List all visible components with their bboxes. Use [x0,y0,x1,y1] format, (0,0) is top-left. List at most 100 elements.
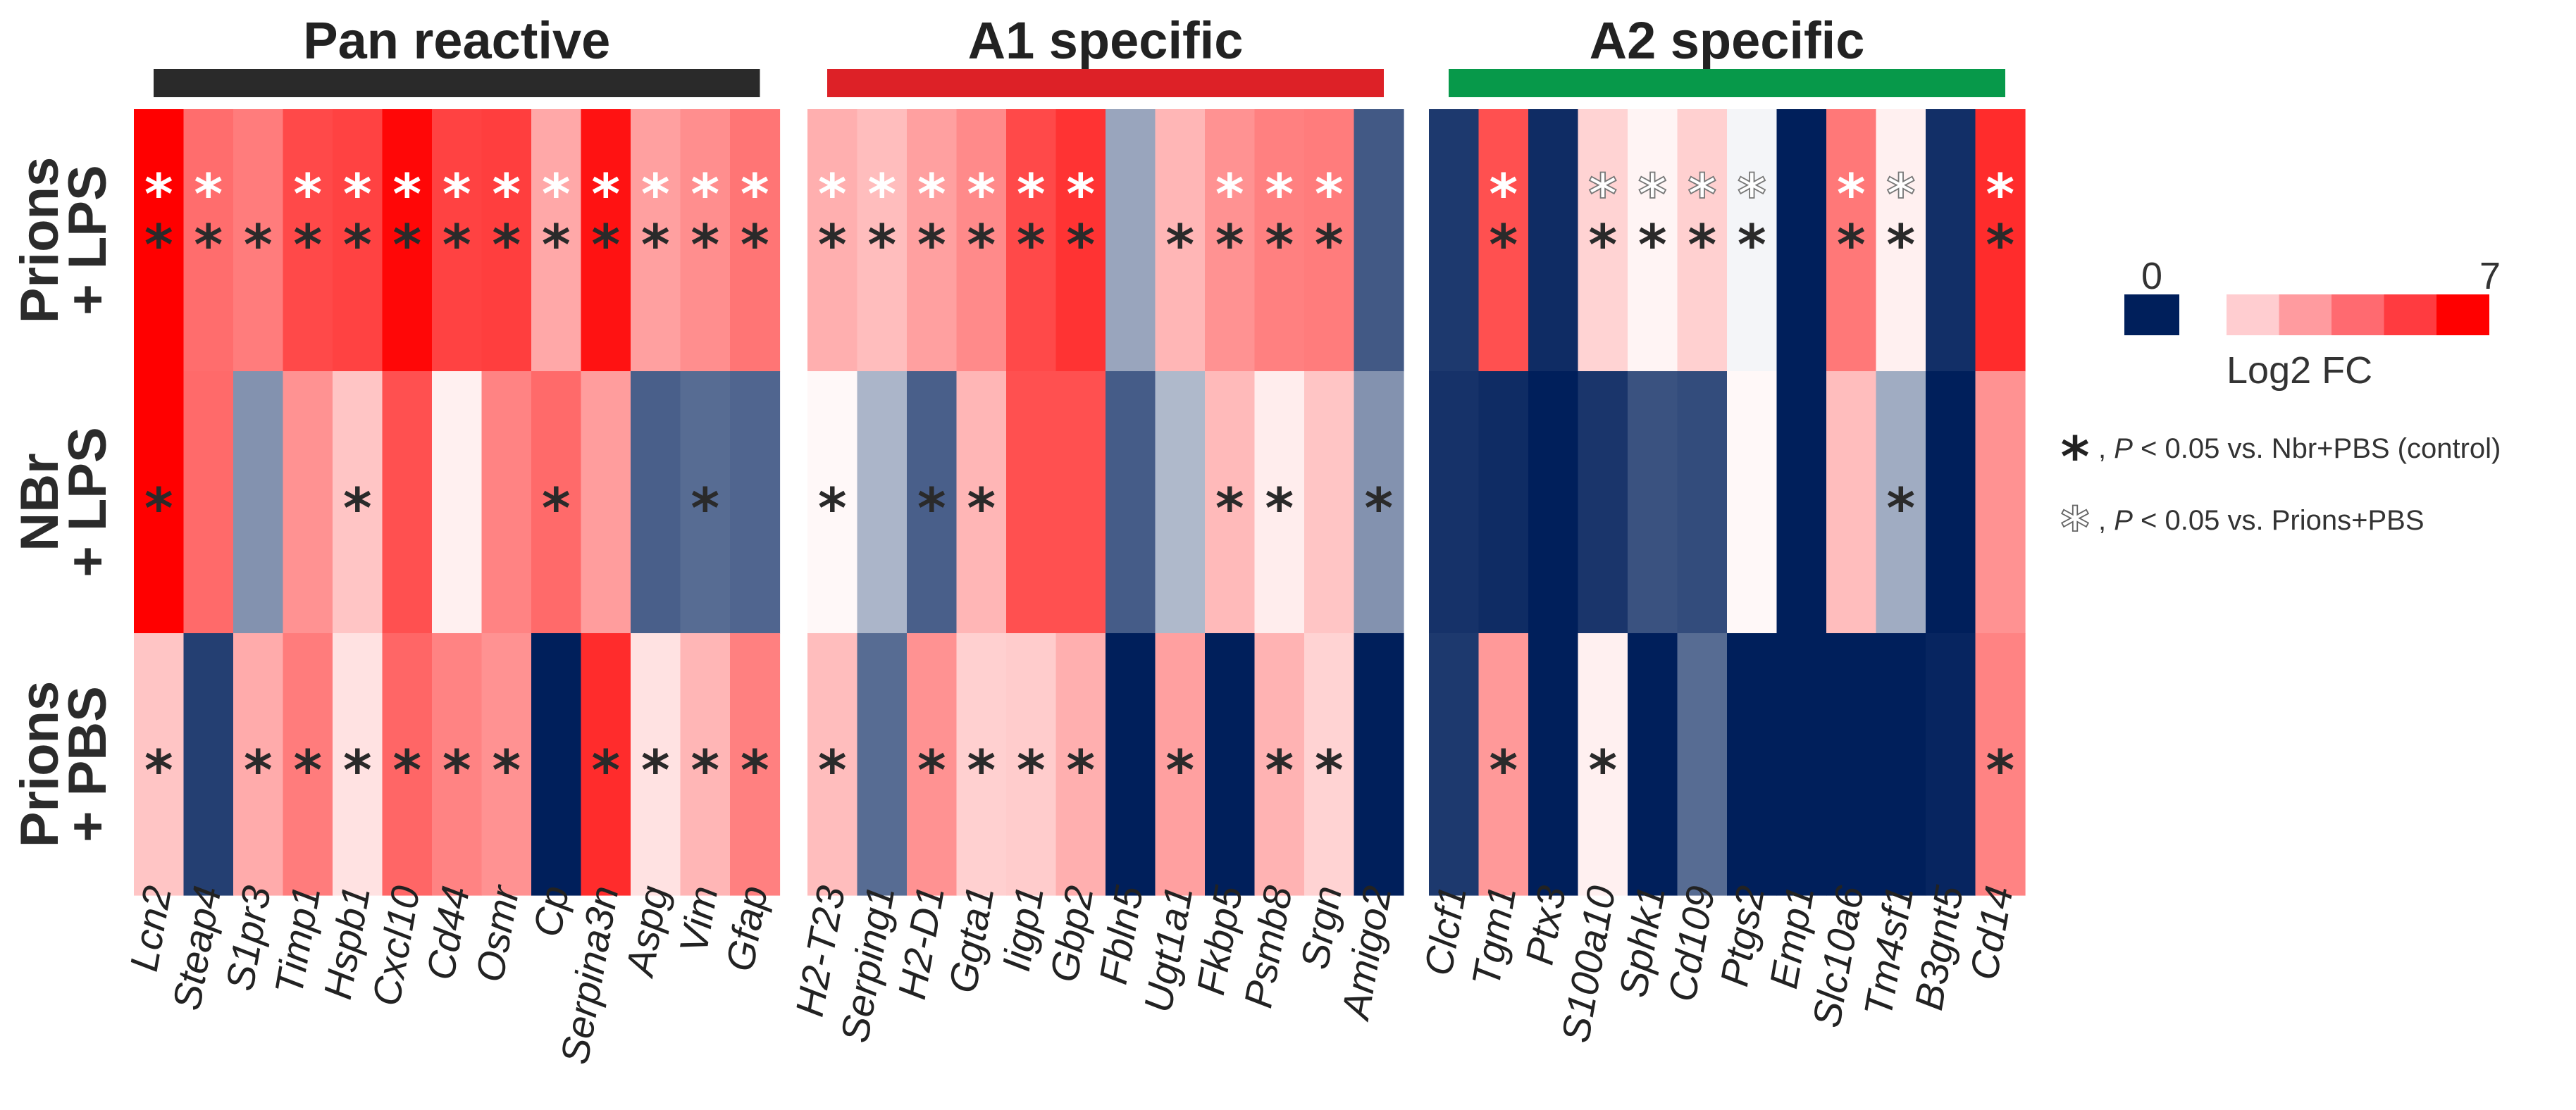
heat-cell [1528,633,1579,896]
star-vs-prions-pbs: * [492,163,521,227]
star-vs-control: * [343,214,372,278]
heat-cell [1006,371,1057,634]
star-vs-control: * [1215,478,1244,541]
star-vs-control: * [1886,214,1915,278]
heat-cell [233,633,284,896]
heat-cell [1926,371,1976,634]
heat-cell [183,109,234,372]
heat-cell [807,633,858,896]
filled-star-note: , P < 0.05 vs. Nbr+PBS (control) [2098,433,2501,464]
heat-cell [1429,109,1480,372]
group-title: Pan reactive [303,11,610,70]
heat-cell [1727,633,1778,896]
star-vs-prions-pbs: * [867,163,896,227]
heat-cell [283,633,333,896]
heat-cell [807,371,858,634]
heat-cell [531,633,582,896]
heat-cell [283,371,333,634]
group-bar [827,69,1384,97]
heat-cell [1727,109,1778,372]
heat-cell [631,109,681,372]
heat-cell [382,633,433,896]
heat-cell [1055,633,1106,896]
heat-cell [333,633,383,896]
group-title: A1 specific [968,11,1244,70]
heat-cell [1429,371,1480,634]
group-title: A2 specific [1590,11,1865,70]
group-bar [1449,69,2005,97]
star-vs-control: * [244,214,273,278]
outline-star-note: , P < 0.05 vs. Prions+PBS [2098,505,2425,536]
heat-cell [1628,109,1678,372]
heat-cell [1006,109,1057,372]
star-vs-control: * [867,214,896,278]
heat-cell [1254,633,1305,896]
heat-cell [1006,633,1057,896]
star-vs-control: * [144,478,173,541]
star-vs-control: * [392,740,421,803]
heat-cell [907,633,958,896]
heat-cell [1254,371,1305,634]
star-vs-prions-pbs: * [442,163,471,227]
heat-cell [1155,371,1206,634]
heat-cell [581,109,631,372]
heat-cell [432,109,483,372]
star-vs-control: * [917,214,946,278]
heat-cell [1205,109,1256,372]
heat-cell [730,633,781,896]
row-label-line1: Prions [10,681,70,848]
star-vs-control: * [641,214,670,278]
gene-label: Aspg [617,883,676,981]
color-legend: 0 7 Log2 FC [2124,255,2501,392]
row-label-line1: NBr [10,453,70,551]
heat-cell [680,109,731,372]
star-vs-control: * [1165,740,1194,803]
star-vs-control: * [144,740,173,803]
star-vs-control: * [293,740,322,803]
star-vs-control: * [741,214,769,278]
outline-star-separator: , [2098,505,2106,536]
filled-star-separator: , [2098,433,2106,464]
star-vs-control: * [1017,740,1046,803]
star-vs-prions-pbs: * [1886,163,1915,227]
star-vs-control: * [492,740,521,803]
heat-cell [432,371,483,634]
group-headers: Pan reactive A1 specific A2 specific [154,11,2005,97]
legend-high-swatch [2384,294,2437,335]
star-vs-prions-pbs: * [967,163,996,227]
star-vs-prions-pbs: * [392,163,421,227]
heat-cell [1354,109,1404,372]
gene-label: Cp [525,883,577,940]
gene-label: Gfap [717,883,776,975]
heat-cell [1776,371,1827,634]
row-label-line2: + PBS [58,686,118,842]
heat-cell [1106,109,1156,372]
heat-cell [1826,371,1877,634]
heat-cell [283,109,333,372]
heat-cell [233,371,284,634]
heat-cell [1776,633,1827,896]
star-vs-prions-pbs: * [691,163,719,227]
star-vs-control: * [343,740,372,803]
heat-cell [956,109,1007,372]
star-vs-control: * [818,740,847,803]
star-vs-prions-pbs: * [1066,163,1095,227]
star-vs-control: * [1986,214,2014,278]
star-vs-control: * [1489,740,1518,803]
star-vs-control: * [1165,214,1194,278]
star-vs-prions-pbs: * [741,163,769,227]
gene-label: Iigp1 [993,883,1052,975]
row-label-line2: + LPS [58,165,118,315]
star-vs-prions-pbs: * [1315,163,1344,227]
filled-star-p: P [2114,433,2133,464]
heat-cell [857,371,908,634]
star-vs-control: * [1688,214,1716,278]
gene-labels: Lcn2Steap4S1pr3Timp1Hspb1Cxcl10Cd44OsmrC… [121,881,2021,1068]
heat-cell [233,109,284,372]
heat-cell [1429,633,1480,896]
star-vs-prions-pbs: * [1688,163,1716,227]
legend-max-label: 7 [2479,255,2501,297]
heat-cell [1677,109,1728,372]
star-vs-control: * [542,214,571,278]
